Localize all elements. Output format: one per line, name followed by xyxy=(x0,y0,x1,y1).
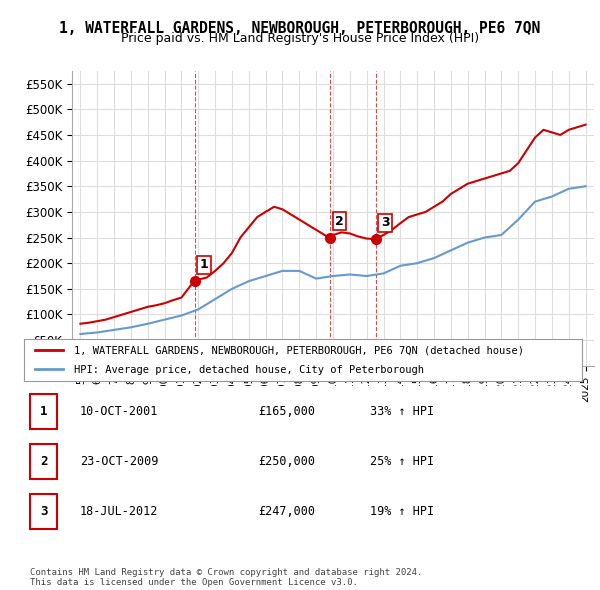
Text: 18-JUL-2012: 18-JUL-2012 xyxy=(80,505,158,519)
Text: 25% ↑ HPI: 25% ↑ HPI xyxy=(370,455,434,468)
Text: £165,000: £165,000 xyxy=(259,405,316,418)
FancyBboxPatch shape xyxy=(29,394,58,429)
Text: 2: 2 xyxy=(40,455,47,468)
Text: Price paid vs. HM Land Registry's House Price Index (HPI): Price paid vs. HM Land Registry's House … xyxy=(121,32,479,45)
Text: 19% ↑ HPI: 19% ↑ HPI xyxy=(370,505,434,519)
Text: £250,000: £250,000 xyxy=(259,455,316,468)
Text: 1, WATERFALL GARDENS, NEWBOROUGH, PETERBOROUGH, PE6 7QN (detached house): 1, WATERFALL GARDENS, NEWBOROUGH, PETERB… xyxy=(74,346,524,356)
Text: 3: 3 xyxy=(381,217,389,230)
FancyBboxPatch shape xyxy=(29,444,58,479)
Text: 1: 1 xyxy=(200,258,208,271)
Text: Contains HM Land Registry data © Crown copyright and database right 2024.
This d: Contains HM Land Registry data © Crown c… xyxy=(30,568,422,587)
Text: 1, WATERFALL GARDENS, NEWBOROUGH, PETERBOROUGH, PE6 7QN: 1, WATERFALL GARDENS, NEWBOROUGH, PETERB… xyxy=(59,21,541,35)
Text: 10-OCT-2001: 10-OCT-2001 xyxy=(80,405,158,418)
FancyBboxPatch shape xyxy=(29,494,58,529)
Text: 3: 3 xyxy=(40,505,47,519)
Text: 2: 2 xyxy=(335,215,344,228)
Text: 33% ↑ HPI: 33% ↑ HPI xyxy=(370,405,434,418)
Text: 1: 1 xyxy=(40,405,47,418)
Text: HPI: Average price, detached house, City of Peterborough: HPI: Average price, detached house, City… xyxy=(74,365,424,375)
Text: 23-OCT-2009: 23-OCT-2009 xyxy=(80,455,158,468)
Text: £247,000: £247,000 xyxy=(259,505,316,519)
